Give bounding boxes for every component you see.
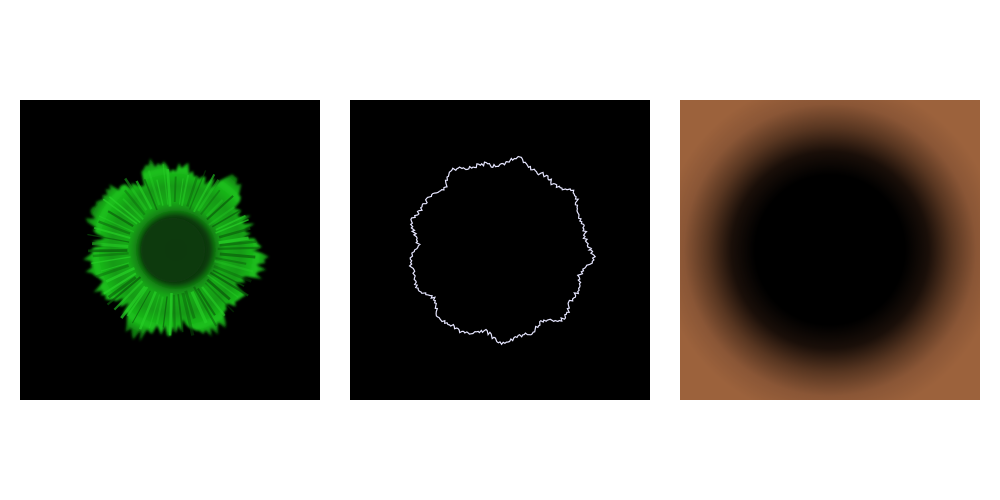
colony-streak xyxy=(166,169,172,207)
colony-streak xyxy=(211,209,241,228)
colony-streak xyxy=(215,214,246,231)
colony-streak xyxy=(131,290,151,324)
colony-streak xyxy=(188,170,207,210)
colony-streak xyxy=(217,246,260,251)
colony-streak xyxy=(193,286,218,327)
colony-streak xyxy=(215,219,249,234)
distance-map-panel xyxy=(680,100,980,400)
colony-streak xyxy=(190,291,208,324)
colony-streak xyxy=(98,215,135,233)
colony-streak xyxy=(215,256,247,265)
colony-streak xyxy=(214,259,254,273)
colony-streak xyxy=(181,292,195,336)
colony-streak xyxy=(101,262,130,272)
colony-fluorescence-image xyxy=(20,100,320,400)
colony-streak xyxy=(122,198,144,221)
colony-streak xyxy=(218,236,249,245)
colony-streak xyxy=(213,265,252,283)
colony-streak xyxy=(120,285,147,319)
colony-streak xyxy=(197,179,220,212)
colony-streak xyxy=(212,269,245,287)
colony-streak xyxy=(135,180,153,210)
colony-streak xyxy=(92,252,129,258)
colony-streak xyxy=(93,226,131,239)
colony-streak xyxy=(148,294,161,329)
colony-boundary-image xyxy=(350,100,650,400)
colony-streak xyxy=(91,256,131,264)
colony-streak xyxy=(184,290,196,319)
colony-streak xyxy=(87,233,130,243)
colony-streak xyxy=(105,266,136,283)
colony-streak xyxy=(206,195,234,221)
colony-radial-streaks xyxy=(87,164,260,336)
panel-background xyxy=(350,100,650,400)
boundary-outline xyxy=(408,155,597,346)
colony-streak xyxy=(143,178,158,211)
colony-streak xyxy=(102,198,138,225)
colony-streak xyxy=(147,170,161,206)
colony-streak xyxy=(91,242,129,248)
colony-fluorescence-panel xyxy=(20,100,320,400)
colony-streak xyxy=(205,199,224,218)
colony-streak xyxy=(200,189,221,215)
colony-streak xyxy=(219,252,256,259)
colony-streak xyxy=(156,179,164,206)
colony-streak xyxy=(113,280,144,311)
colony-streak xyxy=(218,227,251,239)
colony-streak xyxy=(162,164,169,205)
colony-streak xyxy=(177,294,184,333)
colony-streak xyxy=(208,206,235,226)
colony-streak xyxy=(98,220,131,235)
colony-streak xyxy=(178,178,184,205)
colony-streak xyxy=(172,294,176,332)
colony-streak xyxy=(155,296,164,325)
colony-streak xyxy=(138,291,157,330)
colony-streak xyxy=(209,271,249,297)
colony-streak xyxy=(95,264,130,279)
colony-streak xyxy=(186,176,199,207)
colony-streak xyxy=(173,176,177,203)
colony-core xyxy=(141,218,205,282)
colony-streak xyxy=(124,177,148,211)
colony-streak xyxy=(193,173,216,213)
colony-streak xyxy=(107,276,137,299)
colony-streak xyxy=(107,210,134,228)
colony-streak xyxy=(123,189,146,216)
colony-streak xyxy=(181,174,190,206)
colony-streak xyxy=(103,272,137,295)
distance-field xyxy=(680,100,980,400)
colony-streak xyxy=(201,286,226,317)
colony-streak xyxy=(106,276,142,306)
colony-streak xyxy=(168,292,173,336)
colony-streak xyxy=(108,196,141,224)
colony-streak xyxy=(196,287,216,316)
colony-streak xyxy=(206,278,231,301)
colony-boundary-panel xyxy=(350,100,650,400)
colony-streak xyxy=(162,296,168,328)
distance-map-image xyxy=(680,100,980,400)
colony-streak xyxy=(219,240,257,247)
colony-streak xyxy=(207,274,239,298)
colony-streak xyxy=(126,286,149,317)
colony-streak xyxy=(204,282,235,313)
